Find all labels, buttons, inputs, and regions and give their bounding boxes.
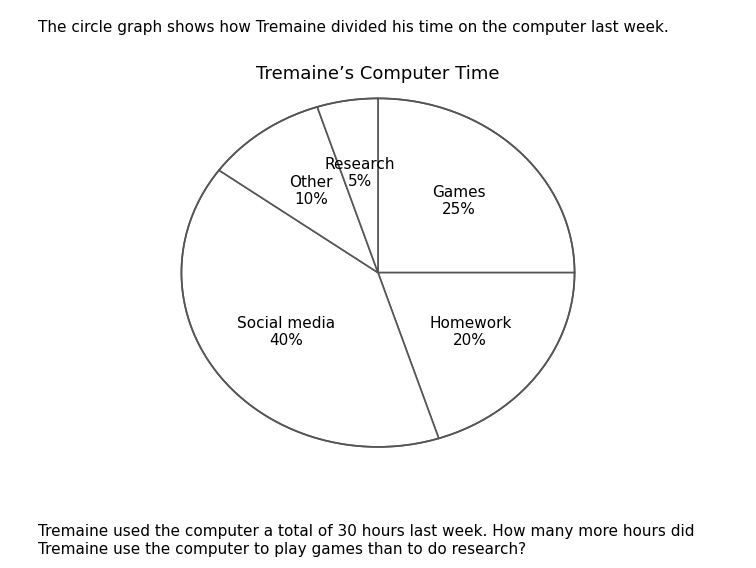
Polygon shape (219, 107, 378, 273)
Text: Tremaine used the computer a total of 30 hours last week. How many more hours di: Tremaine used the computer a total of 30… (38, 524, 694, 557)
Polygon shape (378, 273, 575, 438)
Polygon shape (318, 98, 378, 273)
Text: Games
25%: Games 25% (432, 185, 485, 218)
Polygon shape (378, 98, 575, 273)
Text: The circle graph shows how Tremaine divided his time on the computer last week.: The circle graph shows how Tremaine divi… (38, 20, 668, 35)
Polygon shape (181, 170, 438, 447)
Text: Research
5%: Research 5% (325, 157, 395, 189)
Text: Homework
20%: Homework 20% (429, 316, 511, 348)
Text: Tremaine’s Computer Time: Tremaine’s Computer Time (256, 65, 500, 83)
Text: Social media
40%: Social media 40% (237, 316, 335, 348)
Text: Other
10%: Other 10% (290, 175, 333, 207)
